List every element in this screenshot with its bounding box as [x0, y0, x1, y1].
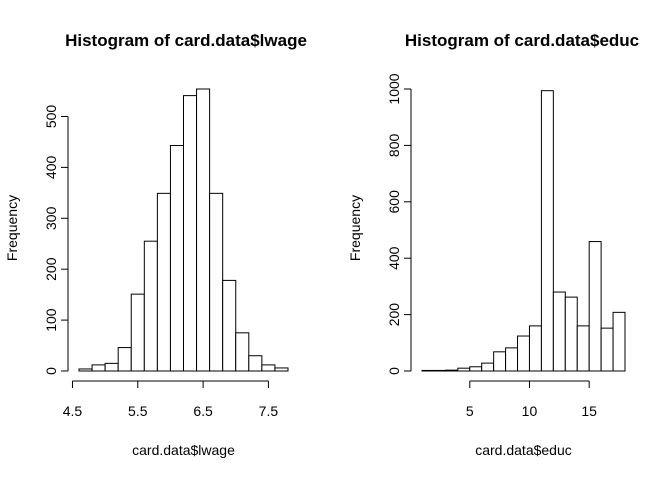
histogram-bar	[528, 325, 542, 372]
histogram-bar	[493, 351, 507, 372]
y-tick-label: 500	[43, 105, 59, 129]
histogram-bar	[469, 366, 483, 372]
y-tick-label: 200	[43, 257, 59, 281]
y-tick-label: 100	[43, 308, 59, 332]
histogram-bar	[612, 311, 626, 372]
y-tick-label: 800	[386, 134, 402, 158]
histogram-bar	[517, 335, 530, 372]
y-tick-label: 200	[386, 303, 402, 327]
histogram-bar	[156, 192, 171, 372]
histogram-bar	[600, 327, 614, 372]
y-axis-label: Frequency	[347, 195, 363, 261]
histogram-bar	[196, 88, 211, 372]
x-tick-label: 5.5	[128, 403, 148, 419]
histogram-bar	[169, 145, 184, 372]
x-axis-label: card.data$educ	[475, 442, 572, 458]
y-axis-label: Frequency	[4, 195, 20, 261]
y-tick-label: 0	[43, 367, 59, 375]
histogram-bar	[445, 369, 459, 372]
x-tick-label: 10	[522, 403, 538, 419]
histogram-bar	[540, 90, 554, 372]
x-tick-label: 6.5	[193, 403, 213, 419]
histogram-bar	[117, 347, 132, 372]
y-tick-label: 400	[386, 246, 402, 270]
histogram-bar	[576, 325, 590, 372]
y-tick-label: 400	[43, 155, 59, 179]
panel-lwage: Histogram of card.data$lwage 0 100 200 300 40…	[4, 31, 307, 458]
histogram-bar	[552, 291, 566, 372]
y-tick-label: 1000	[386, 73, 402, 104]
x-tick-label: 15	[581, 403, 597, 419]
histogram-bar	[222, 279, 237, 372]
histogram-bar	[261, 364, 276, 372]
histogram-bar	[209, 192, 224, 372]
histogram-bar	[433, 369, 447, 372]
y-tick-label: 300	[43, 206, 59, 230]
panel-educ: Histogram of card.data$educ 0 200 400 600 800…	[347, 31, 639, 458]
x-tick-label: 5	[466, 403, 474, 419]
histogram-bar	[274, 367, 289, 372]
chart-title: Histogram of card.data$lwage	[65, 31, 307, 50]
histogram-bar	[564, 296, 578, 372]
histogram-bar	[91, 364, 106, 372]
x-tick-label: 7.5	[259, 403, 279, 419]
histogram-bar	[130, 293, 145, 372]
histogram-bar	[183, 95, 198, 372]
chart-title: Histogram of card.data$educ	[405, 31, 639, 50]
histogram-bar	[235, 332, 250, 372]
histogram-bar	[248, 355, 263, 372]
histogram-bar	[481, 362, 495, 372]
y-tick-label: 0	[386, 367, 402, 375]
histogram-bar	[505, 347, 519, 372]
histogram-bar	[588, 241, 602, 372]
histogram-bar	[104, 362, 119, 372]
x-axis-label: card.data$lwage	[132, 442, 235, 458]
y-tick-label: 600	[386, 190, 402, 214]
x-tick-label: 4.5	[63, 403, 83, 419]
histogram-bar	[457, 367, 471, 372]
histogram-bar	[78, 368, 93, 372]
histogram-bar	[143, 240, 158, 372]
histogram-bar	[421, 369, 435, 372]
